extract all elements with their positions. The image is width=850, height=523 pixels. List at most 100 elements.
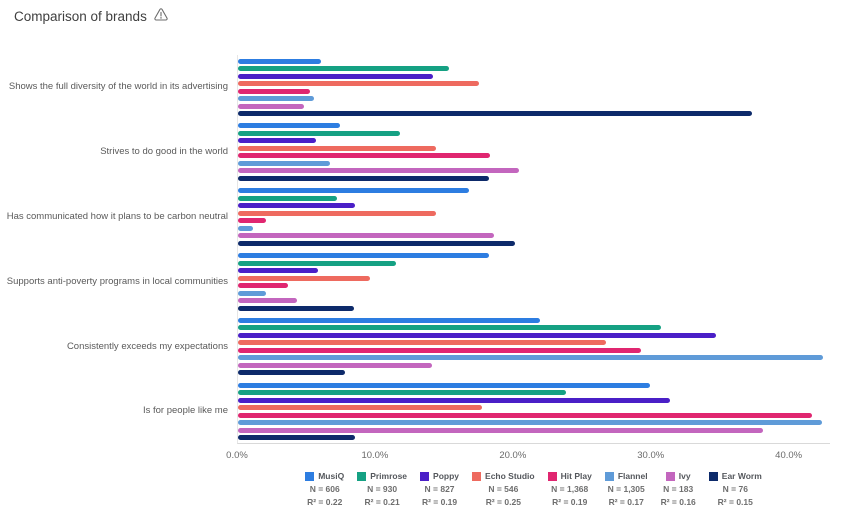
bar-flannel-cat2[interactable] xyxy=(238,160,331,166)
bar-ivy-cat4[interactable] xyxy=(238,298,298,304)
bar-hit-play-cat4[interactable] xyxy=(238,283,288,289)
bar-musiq-cat6[interactable] xyxy=(238,382,650,388)
bar-group-6 xyxy=(238,379,830,444)
bar-poppy-cat2[interactable] xyxy=(238,138,317,144)
legend-swatch-ear-worm xyxy=(708,471,718,481)
category-label-6: Is for people like me xyxy=(142,405,228,417)
legend-r-squared: R² = 0.19 xyxy=(552,497,588,507)
bar-poppy-cat1[interactable] xyxy=(238,73,434,79)
bar-flannel-cat4[interactable] xyxy=(238,290,266,296)
bar-hit-play-cat3[interactable] xyxy=(238,218,266,224)
legend-sample-size: N = 827 xyxy=(424,484,455,494)
legend-r-squared: R² = 0.17 xyxy=(608,497,644,507)
legend-name: Hit Play xyxy=(560,471,592,481)
legend-sample-size: N = 930 xyxy=(367,484,398,494)
legend-r-squared: R² = 0.22 xyxy=(307,497,343,507)
legend-item-musiq[interactable]: MusiQ N = 606 R² = 0.22 xyxy=(305,471,344,507)
legend-r-squared: R² = 0.21 xyxy=(364,497,400,507)
bar-ear-worm-cat1[interactable] xyxy=(238,111,752,117)
category-label-2: Strives to do good in the world xyxy=(100,145,228,157)
legend-sample-size: N = 183 xyxy=(663,484,694,494)
legend-r-squared: R² = 0.16 xyxy=(660,497,696,507)
bar-ear-worm-cat4[interactable] xyxy=(238,305,354,311)
legend-name: Poppy xyxy=(433,471,460,481)
legend-entry-header: Hit Play xyxy=(547,471,592,481)
bar-hit-play-cat5[interactable] xyxy=(238,347,642,353)
bar-echo-studio-cat2[interactable] xyxy=(238,145,437,151)
bar-primrose-cat2[interactable] xyxy=(238,130,401,136)
bar-echo-studio-cat1[interactable] xyxy=(238,81,479,87)
bar-primrose-cat6[interactable] xyxy=(238,390,566,396)
page-title: Comparison of brands xyxy=(14,8,147,24)
chart-header: Comparison of brands xyxy=(14,8,168,24)
bar-flannel-cat3[interactable] xyxy=(238,225,254,231)
bar-poppy-cat6[interactable] xyxy=(238,397,671,403)
legend-swatch-musiq xyxy=(305,471,315,481)
legend-sample-size: N = 606 xyxy=(309,484,340,494)
x-tick-20.0%: 20.0% xyxy=(499,450,527,461)
category-label-4: Supports anti-poverty programs in local … xyxy=(6,275,228,287)
bar-hit-play-cat1[interactable] xyxy=(238,88,310,94)
bar-echo-studio-cat5[interactable] xyxy=(238,340,606,346)
bar-musiq-cat4[interactable] xyxy=(238,253,489,259)
legend-entry-header: Flannel xyxy=(604,471,648,481)
legend-name: Flannel xyxy=(617,471,648,481)
bar-group-3 xyxy=(238,185,830,250)
bar-poppy-cat4[interactable] xyxy=(238,268,318,274)
bar-echo-studio-cat3[interactable] xyxy=(238,210,437,216)
bar-musiq-cat2[interactable] xyxy=(238,123,340,129)
bar-primrose-cat1[interactable] xyxy=(238,66,449,72)
x-tick-40.0%: 40.0% xyxy=(775,450,803,461)
bar-primrose-cat4[interactable] xyxy=(238,260,397,266)
bar-echo-studio-cat4[interactable] xyxy=(238,275,371,281)
legend-name: Ear Worm xyxy=(721,471,762,481)
bar-echo-studio-cat6[interactable] xyxy=(238,405,482,411)
bar-ear-worm-cat3[interactable] xyxy=(238,240,515,246)
legend-entry-header: Primrose xyxy=(357,471,407,481)
legend-swatch-primrose xyxy=(357,471,367,481)
legend-item-hit-play[interactable]: Hit Play N = 1,368 R² = 0.19 xyxy=(547,471,592,507)
bar-group-2 xyxy=(238,120,830,185)
legend-sample-size: N = 1,368 xyxy=(551,484,589,494)
bar-ear-worm-cat2[interactable] xyxy=(238,175,489,181)
legend-swatch-poppy xyxy=(420,471,430,481)
category-label-5: Consistently exceeds my expectations xyxy=(66,340,228,352)
bar-ivy-cat6[interactable] xyxy=(238,427,763,433)
bar-ear-worm-cat6[interactable] xyxy=(238,435,356,441)
bar-ivy-cat1[interactable] xyxy=(238,103,305,109)
bar-ivy-cat3[interactable] xyxy=(238,233,495,239)
warning-icon[interactable] xyxy=(154,8,168,24)
legend-item-poppy[interactable]: Poppy N = 827 R² = 0.19 xyxy=(420,471,459,507)
bar-ivy-cat2[interactable] xyxy=(238,168,519,174)
legend-swatch-ivy xyxy=(665,471,675,481)
bar-flannel-cat5[interactable] xyxy=(238,355,824,361)
legend-item-ear-worm[interactable]: Ear Worm N = 76 R² = 0.15 xyxy=(708,471,762,507)
bar-hit-play-cat6[interactable] xyxy=(238,412,813,418)
legend-name: Ivy xyxy=(678,471,691,481)
bar-hit-play-cat2[interactable] xyxy=(238,153,490,159)
bar-poppy-cat3[interactable] xyxy=(238,203,356,209)
legend-sample-size: N = 546 xyxy=(488,484,519,494)
bar-primrose-cat3[interactable] xyxy=(238,195,338,201)
legend-item-echo-studio[interactable]: Echo Studio N = 546 R² = 0.25 xyxy=(472,471,535,507)
bar-musiq-cat1[interactable] xyxy=(238,58,321,64)
legend-r-squared: R² = 0.15 xyxy=(717,497,753,507)
legend-swatch-echo-studio xyxy=(472,471,482,481)
category-label-3: Has communicated how it plans to be carb… xyxy=(6,210,228,222)
legend-r-squared: R² = 0.19 xyxy=(421,497,458,507)
bar-musiq-cat5[interactable] xyxy=(238,317,540,323)
legend-item-ivy[interactable]: Ivy N = 183 R² = 0.16 xyxy=(661,471,696,507)
legend-item-flannel[interactable]: Flannel N = 1,305 R² = 0.17 xyxy=(604,471,648,507)
bar-group-1 xyxy=(238,55,830,120)
bar-poppy-cat5[interactable] xyxy=(238,332,716,338)
legend-name: MusiQ xyxy=(318,471,345,481)
bar-ear-worm-cat5[interactable] xyxy=(238,370,346,376)
bar-primrose-cat5[interactable] xyxy=(238,325,661,331)
bar-flannel-cat6[interactable] xyxy=(238,420,822,426)
bar-flannel-cat1[interactable] xyxy=(238,96,314,102)
bar-musiq-cat3[interactable] xyxy=(238,188,470,194)
legend-item-primrose[interactable]: Primrose N = 930 R² = 0.21 xyxy=(357,471,407,507)
legend-r-squared: R² = 0.25 xyxy=(485,497,521,507)
legend-swatch-flannel xyxy=(604,471,614,481)
bar-ivy-cat5[interactable] xyxy=(238,362,433,368)
